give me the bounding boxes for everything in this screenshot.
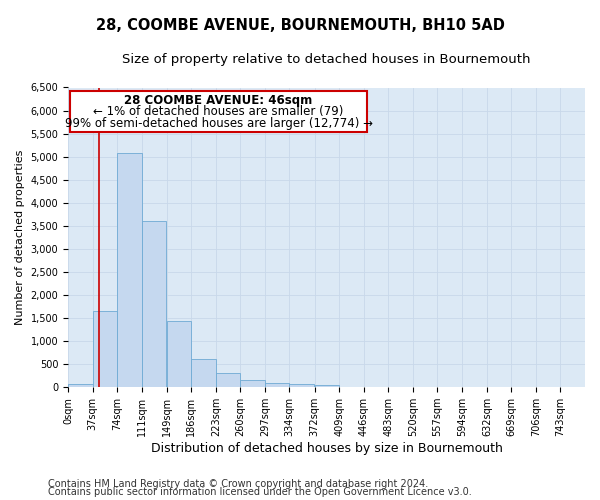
Text: 28, COOMBE AVENUE, BOURNEMOUTH, BH10 5AD: 28, COOMBE AVENUE, BOURNEMOUTH, BH10 5AD <box>95 18 505 32</box>
Text: ← 1% of detached houses are smaller (79): ← 1% of detached houses are smaller (79) <box>94 105 344 118</box>
Bar <box>216 374 241 387</box>
Bar <box>92 310 117 387</box>
Bar <box>68 384 92 387</box>
Bar <box>191 358 216 387</box>
Bar <box>241 380 265 387</box>
Bar <box>142 221 166 387</box>
Text: 99% of semi-detached houses are larger (12,774) →: 99% of semi-detached houses are larger (… <box>65 116 373 130</box>
Title: Size of property relative to detached houses in Bournemouth: Size of property relative to detached ho… <box>122 52 531 66</box>
Text: Contains HM Land Registry data © Crown copyright and database right 2024.: Contains HM Land Registry data © Crown c… <box>48 479 428 489</box>
Y-axis label: Number of detached properties: Number of detached properties <box>15 150 25 325</box>
Text: 28 COOMBE AVENUE: 46sqm: 28 COOMBE AVENUE: 46sqm <box>124 94 313 106</box>
FancyBboxPatch shape <box>70 91 367 132</box>
X-axis label: Distribution of detached houses by size in Bournemouth: Distribution of detached houses by size … <box>151 442 503 455</box>
Bar <box>314 385 339 387</box>
Bar <box>289 384 314 387</box>
Bar <box>167 322 191 387</box>
Bar <box>265 382 289 387</box>
Bar <box>117 153 142 387</box>
Text: Contains public sector information licensed under the Open Government Licence v3: Contains public sector information licen… <box>48 487 472 497</box>
